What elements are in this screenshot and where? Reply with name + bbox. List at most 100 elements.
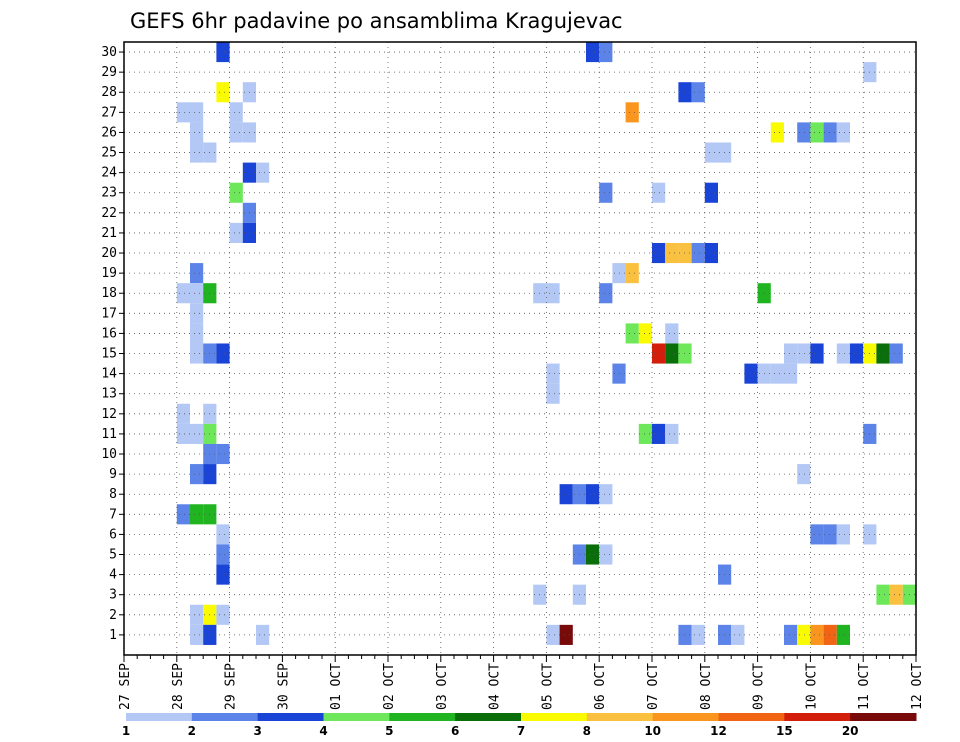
x-tick-label: 05 OCT bbox=[540, 663, 555, 710]
y-axis: 1234567891011121314151617181920212223242… bbox=[101, 45, 124, 643]
precip-cell bbox=[546, 383, 560, 404]
precip-cell bbox=[559, 484, 573, 505]
y-tick-label: 12 bbox=[101, 407, 117, 422]
precip-cell bbox=[586, 484, 600, 505]
legend-swatch bbox=[784, 713, 851, 721]
precip-cell bbox=[216, 82, 230, 103]
color-legend: 1 2 3 4 5 6 7 8 10 12 15 20 bbox=[122, 713, 917, 738]
precip-cell bbox=[216, 524, 230, 545]
precip-cell bbox=[190, 343, 204, 364]
grid-lines bbox=[124, 42, 916, 655]
precip-cell bbox=[216, 564, 230, 585]
legend-label: 15 bbox=[776, 724, 793, 738]
legend-swatch bbox=[323, 713, 390, 721]
precip-cell bbox=[216, 443, 230, 465]
precip-cell bbox=[586, 544, 600, 565]
precip-cell bbox=[810, 624, 824, 645]
precip-cell bbox=[836, 343, 850, 364]
y-tick-label: 16 bbox=[101, 326, 117, 341]
precip-cell bbox=[229, 102, 243, 123]
y-tick-label: 22 bbox=[101, 206, 117, 221]
precip-cell bbox=[823, 524, 837, 545]
precip-cell bbox=[190, 102, 204, 123]
legend-swatch bbox=[521, 713, 588, 721]
y-tick-label: 24 bbox=[101, 166, 117, 181]
y-tick-label: 28 bbox=[101, 85, 117, 100]
legend-label: 3 bbox=[253, 724, 261, 738]
precip-cell bbox=[229, 222, 243, 243]
legend-label: 20 bbox=[842, 724, 859, 738]
precip-cell bbox=[665, 423, 679, 444]
precip-cell bbox=[190, 464, 204, 485]
precip-cell bbox=[731, 624, 745, 645]
legend-label: 5 bbox=[385, 724, 393, 738]
y-tick-label: 8 bbox=[109, 487, 117, 502]
precip-cell bbox=[691, 82, 705, 103]
x-tick-label: 09 OCT bbox=[752, 663, 767, 710]
precip-cell bbox=[546, 283, 560, 304]
x-tick-label: 12 OCT bbox=[910, 663, 925, 710]
precip-cell bbox=[704, 182, 718, 203]
precip-cell bbox=[797, 343, 811, 364]
precip-cell bbox=[190, 283, 204, 304]
legend-label: 8 bbox=[583, 724, 591, 738]
legend-swatch bbox=[126, 713, 193, 721]
precip-cell bbox=[876, 584, 890, 605]
precip-cell bbox=[216, 604, 230, 625]
y-tick-label: 26 bbox=[101, 125, 117, 140]
y-tick-label: 9 bbox=[109, 467, 117, 482]
precip-cell bbox=[770, 363, 784, 384]
x-tick-label: 28 SEP bbox=[171, 663, 186, 710]
precip-cell bbox=[229, 122, 243, 143]
x-tick-label: 06 OCT bbox=[593, 663, 608, 710]
x-tick-label: 03 OCT bbox=[435, 663, 450, 710]
precip-cell bbox=[784, 343, 798, 364]
precip-cell bbox=[665, 323, 679, 344]
y-tick-label: 18 bbox=[101, 286, 117, 301]
x-axis: 27 SEP 28 SEP 29 SEP 30 SEP 01 OCT 02 OCT 03 O… bbox=[118, 655, 925, 710]
precip-cell bbox=[599, 484, 613, 505]
precip-cell bbox=[836, 624, 850, 645]
precip-cell bbox=[652, 242, 666, 264]
precip-cell bbox=[599, 283, 613, 304]
precip-cell bbox=[216, 544, 230, 565]
precip-cell bbox=[586, 42, 600, 63]
precip-cell bbox=[797, 624, 811, 645]
precip-cell bbox=[889, 584, 903, 605]
precip-cell bbox=[190, 142, 204, 163]
precip-cell bbox=[176, 423, 190, 444]
y-tick-label: 14 bbox=[101, 367, 117, 382]
precip-cell bbox=[638, 323, 652, 344]
precip-cell bbox=[190, 504, 204, 525]
y-tick-label: 6 bbox=[109, 527, 117, 542]
precip-cell bbox=[599, 182, 613, 203]
precip-cell bbox=[599, 544, 613, 565]
y-tick-label: 15 bbox=[101, 347, 117, 362]
y-tick-label: 19 bbox=[101, 266, 117, 281]
precip-cell bbox=[176, 504, 190, 525]
precip-cell bbox=[810, 122, 824, 143]
x-tick-label: 10 OCT bbox=[804, 663, 819, 710]
precip-cell bbox=[625, 323, 639, 344]
precip-cell bbox=[176, 283, 190, 304]
x-tick-label: 04 OCT bbox=[488, 663, 503, 710]
x-tick-label: 11 OCT bbox=[857, 663, 872, 710]
y-tick-label: 1 bbox=[109, 628, 117, 643]
y-tick-label: 25 bbox=[101, 146, 117, 161]
y-tick-label: 2 bbox=[109, 608, 117, 623]
legend-swatch bbox=[389, 713, 456, 721]
y-tick-label: 7 bbox=[109, 507, 117, 522]
precip-cell bbox=[850, 343, 864, 364]
precip-cell bbox=[810, 524, 824, 545]
y-tick-label: 17 bbox=[101, 306, 117, 321]
precip-cell bbox=[176, 102, 190, 123]
y-tick-label: 13 bbox=[101, 387, 117, 402]
precip-cell bbox=[229, 182, 243, 203]
precip-cell bbox=[256, 624, 270, 645]
precip-cell bbox=[704, 142, 718, 163]
precip-cell bbox=[691, 624, 705, 645]
legend-label: 12 bbox=[710, 724, 727, 738]
y-tick-label: 30 bbox=[101, 45, 117, 60]
precip-cell bbox=[546, 624, 560, 645]
